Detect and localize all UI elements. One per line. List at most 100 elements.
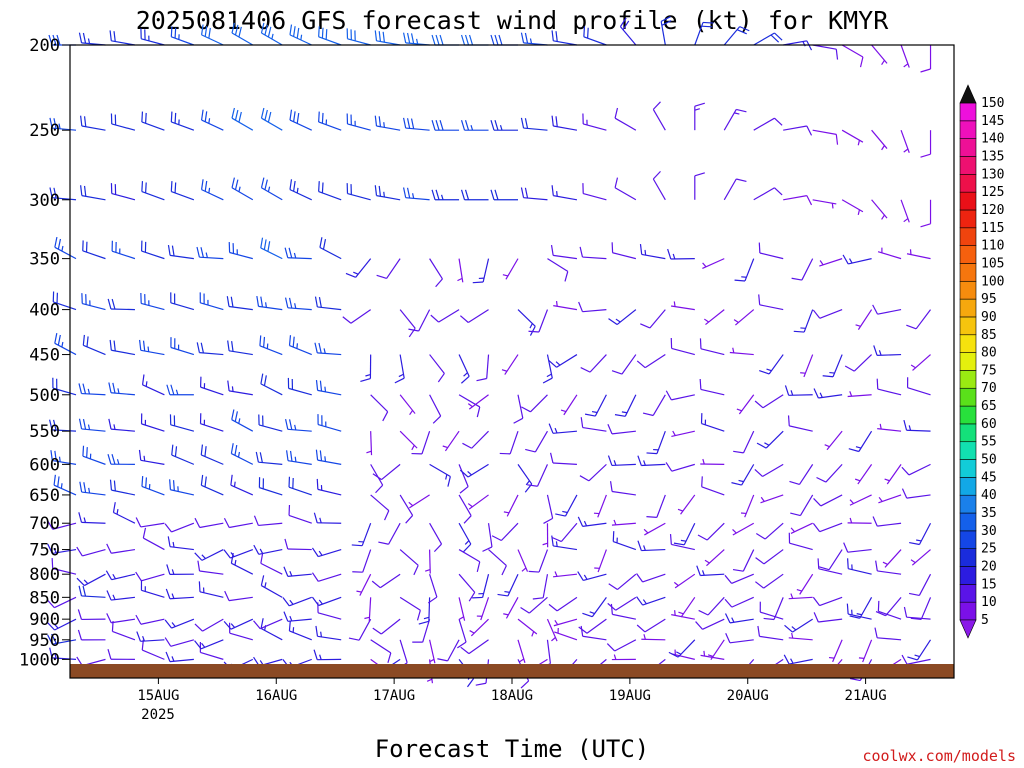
wind-barb (135, 614, 165, 625)
wind-barb (399, 494, 414, 524)
wind-barb (260, 373, 283, 396)
wind-barb (812, 129, 839, 145)
wind-barb (755, 549, 784, 565)
wind-barb (256, 295, 283, 311)
x-axis-title: Forecast Time (UTC) (375, 735, 650, 763)
wind-barb (284, 538, 312, 551)
colorbar-swatch (959, 102, 977, 122)
colorbar-swatch (959, 138, 977, 157)
colorbar-swatch (959, 334, 977, 353)
wind-barb (346, 113, 371, 131)
wind-barb (107, 649, 135, 660)
wind-barb (370, 494, 390, 521)
y-tick-label: 450 (29, 346, 60, 366)
wind-barb (231, 409, 254, 432)
y-tick-label: 650 (29, 486, 60, 506)
wind-barb (636, 596, 666, 606)
wind-barb (260, 177, 283, 201)
wind-barb (364, 597, 372, 622)
colorbar-label: 45 (981, 470, 997, 485)
wind-barb (82, 445, 106, 465)
wind-barb (577, 571, 607, 582)
colorbar-label: 15 (981, 577, 997, 592)
wind-barb (612, 531, 637, 551)
x-axis-ticks: 15AUG 16AUG 17AUG 18AUG 19AUG 20AUG 21AUG (137, 678, 887, 704)
wind-barb (458, 494, 472, 524)
wind-barb (636, 354, 666, 369)
wind-barb (47, 543, 77, 555)
wind-barb (501, 354, 519, 375)
wind-barb (457, 258, 464, 283)
colorbar-label: 85 (981, 328, 997, 343)
wind-barb (260, 107, 283, 131)
wind-barb (431, 189, 460, 201)
colorbar-swatch (959, 477, 977, 496)
wind-barb (828, 639, 843, 663)
wind-barb (53, 474, 77, 496)
wind-barb (757, 625, 784, 641)
wind-barb (760, 494, 784, 504)
wind-barb (704, 549, 725, 567)
wind-barb (399, 549, 419, 576)
wind-barb (636, 618, 666, 633)
wind-barb (458, 522, 472, 553)
colorbar-swatch (959, 191, 977, 211)
wind-barb (553, 301, 578, 311)
wind-barb (166, 384, 194, 396)
wind-barb (783, 195, 813, 206)
x-tick-label: 20AUG (727, 688, 769, 704)
wind-barb (255, 451, 283, 465)
wind-barb (497, 573, 519, 597)
colorbar-swatch (959, 530, 977, 549)
wind-barb (462, 430, 489, 449)
colorbar: 5 10 15 20 25 30 35 40 45 50 55 60 65 70 75 80 85 90 95 100… (959, 84, 1004, 639)
wind-barb (227, 380, 253, 396)
wind-barb (194, 618, 224, 632)
wind-barb (284, 297, 312, 311)
wind-barb (694, 172, 705, 200)
wind-barb (427, 574, 438, 604)
wind-barb (901, 463, 931, 476)
wind-barb (698, 596, 725, 616)
wind-barb (697, 522, 725, 541)
wind-barb (677, 494, 696, 515)
wind-barb (319, 237, 342, 260)
wind-barb (429, 258, 443, 288)
wind-barb (253, 618, 283, 630)
wind-barb (678, 596, 696, 618)
wind-barb (458, 354, 470, 384)
wind-barb (199, 413, 224, 432)
wind-barb (606, 639, 637, 652)
wind-barb (812, 44, 839, 60)
wind-barb (107, 298, 135, 311)
wind-barb (49, 117, 77, 131)
wind-barb (472, 258, 490, 284)
wind-barb (520, 187, 548, 201)
wind-barb (171, 444, 195, 465)
wind-barb (459, 309, 489, 323)
colorbar-label: 115 (981, 221, 1004, 236)
wind-barb (611, 354, 637, 375)
wind-barb (81, 293, 106, 311)
wind-barb (431, 34, 460, 46)
colorbar-swatch (959, 584, 977, 603)
wind-barb (370, 394, 389, 422)
wind-barb (671, 430, 695, 438)
wind-barb (724, 596, 754, 608)
wind-barb (194, 639, 224, 650)
wind-barb (77, 629, 106, 641)
wind-barb (909, 522, 932, 546)
wind-barb (112, 502, 136, 524)
wind-barb (282, 596, 312, 607)
wind-barb (791, 258, 814, 281)
wind-barb (580, 625, 607, 641)
wind-barb (783, 125, 813, 136)
x-axis-year-label: 2025 (141, 707, 175, 723)
wind-barb (608, 309, 637, 326)
wind-barb (253, 515, 283, 527)
wind-barb (548, 354, 578, 368)
wind-barb (671, 649, 695, 660)
colorbar-swatch (959, 512, 977, 532)
wind-barb (429, 522, 443, 553)
wind-barb (342, 309, 372, 324)
